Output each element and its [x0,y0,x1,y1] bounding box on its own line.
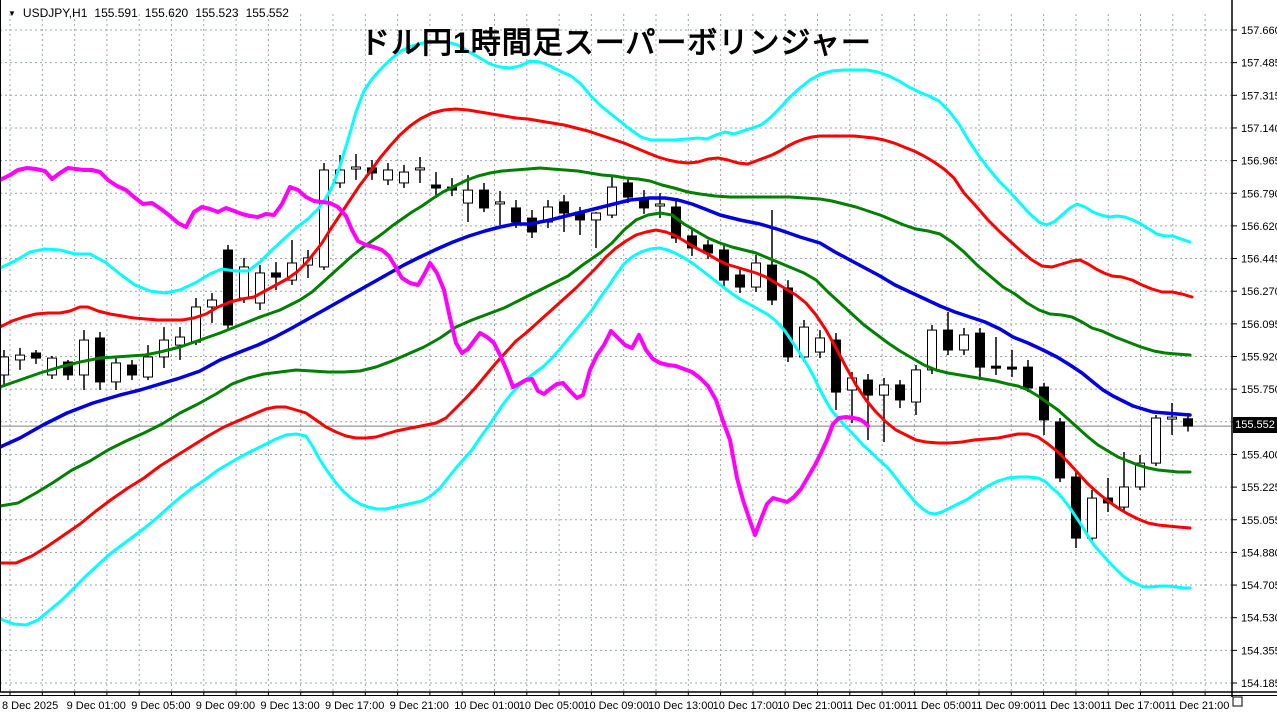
svg-text:156.965: 156.965 [1241,156,1277,168]
svg-text:157.485: 157.485 [1241,58,1277,70]
svg-text:154.705: 154.705 [1241,580,1277,592]
svg-text:10 Dec 17:00: 10 Dec 17:00 [713,700,778,712]
svg-text:10 Dec 01:00: 10 Dec 01:00 [454,700,519,712]
svg-text:9 Dec 09:00: 9 Dec 09:00 [196,700,255,712]
svg-text:157.660: 157.660 [1241,25,1277,37]
svg-text:155.400: 155.400 [1241,449,1277,461]
current-price-tag: 155.552 [1233,417,1277,433]
svg-text:9 Dec 05:00: 9 Dec 05:00 [131,700,190,712]
svg-text:11 Dec 21:00: 11 Dec 21:00 [1165,700,1230,712]
overlay-sigma3-lower [0,246,1192,627]
overlay-sigma2-lower [0,228,1192,565]
svg-text:11 Dec 01:00: 11 Dec 01:00 [842,700,907,712]
svg-text:155.920: 155.920 [1241,352,1277,364]
svg-text:11 Dec 13:00: 11 Dec 13:00 [1036,700,1101,712]
svg-text:156.790: 156.790 [1241,188,1277,200]
svg-text:11 Dec 09:00: 11 Dec 09:00 [971,700,1036,712]
svg-text:10 Dec 13:00: 10 Dec 13:00 [648,700,713,712]
symbol-dropdown-icon[interactable]: ▼ [8,8,16,18]
svg-text:9 Dec 13:00: 9 Dec 13:00 [260,700,319,712]
svg-text:154.880: 154.880 [1241,547,1277,559]
quote-low: 155.523 [195,6,239,20]
quote-close: 155.552 [245,6,289,20]
svg-text:10 Dec 09:00: 10 Dec 09:00 [583,700,648,712]
svg-text:154.530: 154.530 [1241,613,1277,625]
svg-text:155.750: 155.750 [1241,384,1277,396]
quote-open: 155.591 [94,6,138,20]
svg-text:8 Dec 2025: 8 Dec 2025 [2,700,58,712]
svg-text:156.445: 156.445 [1241,254,1277,266]
overlay-sigma3-upper [0,40,1192,295]
svg-text:9 Dec 17:00: 9 Dec 17:00 [325,700,384,712]
overlay-center-line [0,196,1192,449]
overlay-sigma1-lower [0,211,1192,508]
overlay-lagging-line [0,166,870,537]
svg-text:9 Dec 21:00: 9 Dec 21:00 [390,700,449,712]
svg-text:157.315: 157.315 [1241,90,1277,102]
overlay-sigma1-upper [0,166,1192,389]
quote-high: 155.620 [144,6,189,20]
symbol-period-label: USDJPY,H1 [22,6,88,20]
chart-title: ドル円1時間足スーパーボリンジャー [360,27,872,60]
svg-text:155.055: 155.055 [1241,515,1277,527]
svg-text:156.620: 156.620 [1241,221,1277,233]
svg-text:11 Dec 05:00: 11 Dec 05:00 [906,700,971,712]
svg-text:9 Dec 01:00: 9 Dec 01:00 [67,700,126,712]
svg-text:154.355: 154.355 [1241,645,1277,657]
svg-text:10 Dec 05:00: 10 Dec 05:00 [519,700,584,712]
svg-text:156.095: 156.095 [1241,319,1277,331]
quote-bar: ▼ USDJPY,H1 155.591 155.620 155.523 155.… [8,6,289,20]
svg-text:157.140: 157.140 [1241,123,1277,135]
svg-text:154.185: 154.185 [1241,678,1277,690]
svg-text:156.270: 156.270 [1241,286,1277,298]
svg-text:11 Dec 17:00: 11 Dec 17:00 [1100,700,1165,712]
svg-text:155.225: 155.225 [1241,482,1277,494]
overlay-sigma2-upper [0,107,1194,329]
svg-text:10 Dec 21:00: 10 Dec 21:00 [777,700,842,712]
